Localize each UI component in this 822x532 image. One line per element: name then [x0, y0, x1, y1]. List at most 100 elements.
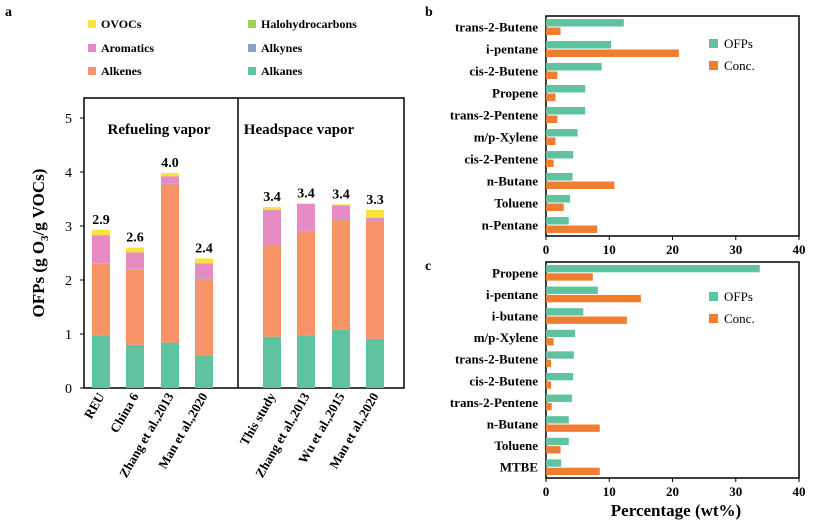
- bar-segment-aromatics: [195, 263, 213, 279]
- panel-label-b: b: [425, 5, 433, 20]
- legend-label-ovocs: OVOCs: [101, 17, 142, 31]
- bar-total-label: 3.4: [332, 187, 350, 202]
- bar-segment-ovocs: [126, 247, 144, 253]
- category-label: trans-2-Pentene: [450, 108, 538, 123]
- bar-total-label: 2.4: [195, 241, 213, 256]
- panel-label-a: a: [5, 5, 12, 20]
- bar-conc: [546, 49, 679, 57]
- panel-a-stacked-bar-chart: OVOCs Halohydrocarbons Aromatics Alkynes Alk…: [29, 17, 405, 480]
- legend-label-alkenes: Alkenes: [101, 64, 142, 78]
- bar-ofps: [546, 329, 576, 338]
- category-label: Toluene: [494, 196, 538, 211]
- legend-label-alkynes: Alkynes: [261, 41, 303, 55]
- bar-segment-alkynes: [92, 263, 110, 264]
- x-tick-label: 0: [543, 484, 550, 499]
- y-tick-label: 5: [65, 112, 72, 127]
- bar-segment-alkynes: [263, 245, 281, 246]
- bar-ofps: [546, 308, 584, 316]
- legend-swatch-alkanes: [248, 67, 256, 75]
- bar-ofps: [546, 195, 571, 203]
- category-label: i-pentane: [486, 42, 538, 57]
- panel-a-y-axis: 0 1 2 3 4 5: [65, 112, 84, 397]
- bar-conc: [546, 273, 593, 281]
- panel-a-legend: OVOCs Halohydrocarbons Aromatics Alkynes Alk…: [88, 17, 357, 78]
- legend-label-ofps: OFPs: [724, 289, 753, 304]
- x-category-label: REU: [81, 389, 108, 421]
- legend-swatch-ovocs: [88, 20, 96, 28]
- bar-segment-aromatics: [332, 205, 350, 219]
- panel-c-horizontal-bar-chart: Propene i-pentane i-butane m/p-Xylene trans-…: [450, 261, 806, 520]
- bar-segment-aromatics: [126, 252, 144, 269]
- bar-segment-aromatics: [161, 176, 179, 184]
- panel-a-frame: [83, 97, 405, 389]
- bar-ofps: [546, 459, 562, 467]
- bar-ofps: [546, 351, 574, 359]
- bar-conc: [546, 294, 641, 303]
- bar-conc: [546, 225, 598, 233]
- bar-ofps: [546, 151, 574, 159]
- bar-segment-ovocs: [161, 173, 179, 177]
- category-label: trans-2-Butene: [455, 20, 538, 35]
- legend-swatch-conc: [709, 314, 718, 323]
- bar-total-label: 4.0: [161, 156, 179, 171]
- legend-swatch-alkenes: [88, 67, 96, 75]
- category-label: trans-2-Butene: [455, 352, 538, 367]
- bar-segment-alkenes: [297, 231, 315, 336]
- legend-swatch-alkynes: [248, 44, 256, 52]
- bar-segment-aromatics: [297, 203, 315, 231]
- category-label: Propene: [492, 265, 538, 280]
- category-label: trans-2-Pentene: [450, 395, 538, 410]
- category-label: cis-2-Pentene: [464, 152, 538, 167]
- bar-segment-alkynes: [366, 220, 384, 222]
- panel-a-y-axis-title: OFPs (g O3/g VOCs): [29, 169, 51, 318]
- bar-total-label: 3.3: [366, 193, 384, 208]
- bar-segment-alkanes: [126, 344, 144, 388]
- legend-swatch-conc: [709, 61, 718, 70]
- x-tick-label: 10: [603, 484, 616, 499]
- x-tick-label: 40: [793, 484, 806, 499]
- bar-ofps: [546, 394, 572, 402]
- bar-conc: [546, 137, 556, 145]
- legend-swatch-halohydrocarbons: [248, 20, 256, 28]
- bar-segment-alkenes: [366, 221, 384, 339]
- bar-ofps: [546, 416, 569, 424]
- bar-segment-aromatics: [263, 209, 281, 246]
- bar-conc: [546, 115, 558, 123]
- bar-segment-alkenes: [126, 269, 144, 345]
- bar-total-label: 2.9: [92, 213, 110, 228]
- category-label: m/p-Xylene: [474, 330, 539, 345]
- group-title-headspace: Headspace vapor: [244, 122, 355, 138]
- bar-segment-alkanes: [263, 336, 281, 388]
- y-tick-label: 2: [65, 274, 72, 289]
- category-label: cis-2-Butene: [469, 373, 538, 388]
- bar-ofps: [546, 107, 586, 115]
- bar-conc: [546, 159, 554, 167]
- bar-segment-alkenes: [195, 278, 213, 356]
- bar-segment-ovocs: [195, 258, 213, 264]
- bar-ofps: [546, 85, 586, 93]
- bar-segment-ovocs: [92, 229, 110, 236]
- bar-conc: [546, 424, 600, 432]
- category-label: Toluene: [494, 438, 538, 453]
- bar-ofps: [546, 173, 573, 181]
- category-label: Propene: [492, 86, 538, 101]
- bar-segment-alkanes: [332, 329, 350, 388]
- bar-segment-aromatics: [366, 217, 384, 221]
- bar-segment-alkanes: [92, 335, 110, 388]
- bar-ofps: [546, 19, 624, 27]
- bar-segment-alkenes: [92, 263, 110, 336]
- bar-ofps: [546, 63, 602, 71]
- x-tick-label: 20: [666, 242, 679, 257]
- panel-b-horizontal-bar-chart: trans-2-Butene i-pentane cis-2-Butene Prope…: [450, 15, 806, 257]
- bar-conc: [546, 402, 552, 411]
- category-label: cis-2-Butene: [469, 64, 538, 79]
- legend-swatch-ofps: [709, 292, 718, 301]
- category-label: n-Butane: [487, 174, 539, 189]
- bar-conc: [546, 316, 627, 324]
- category-label: m/p-Xylene: [474, 130, 539, 145]
- panel-b-frame: [545, 15, 800, 237]
- bar-conc: [546, 93, 556, 101]
- bar-segment-ovocs: [263, 207, 281, 210]
